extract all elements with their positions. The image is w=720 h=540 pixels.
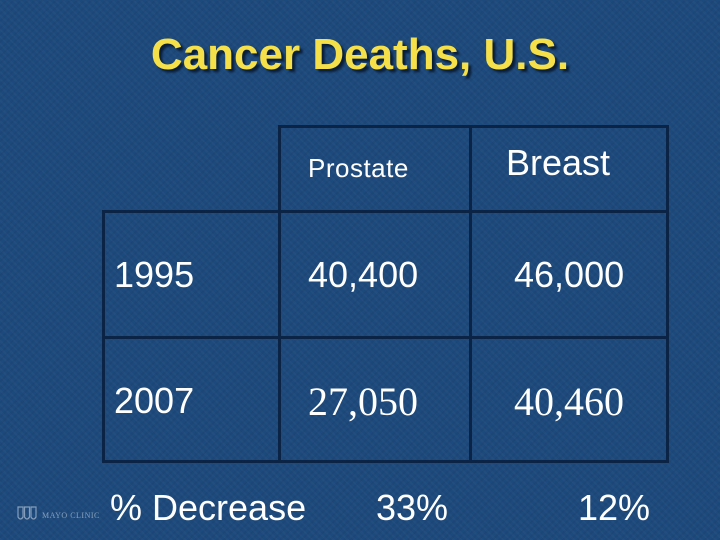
grid-line: [469, 125, 472, 462]
grid-line: [666, 125, 669, 462]
grid-line: [102, 210, 669, 213]
cell-1995-breast: 46,000: [514, 254, 625, 295]
footer-label: % Decrease: [110, 487, 307, 528]
grid-line: [278, 125, 668, 128]
slide-title: Cancer Deaths, U.S.: [150, 30, 570, 79]
header-breast: Breast: [506, 142, 611, 183]
header-prostate: Prostate: [308, 153, 409, 183]
footer-breast: 12%: [578, 487, 651, 528]
grid-line: [102, 460, 669, 463]
mayo-clinic-logo: MAYO CLINIC: [16, 505, 100, 525]
mayo-shield-icon: [17, 506, 37, 520]
logo-text: MAYO CLINIC: [42, 510, 100, 520]
cell-2007-prostate: 27,050: [308, 379, 418, 424]
row-label-2007: 2007: [114, 380, 195, 421]
cell-1995-prostate: 40,400: [308, 254, 419, 295]
row-label-1995: 1995: [114, 254, 195, 295]
grid-line: [278, 125, 281, 462]
grid-line: [102, 336, 669, 339]
cell-2007-breast: 40,460: [514, 379, 624, 424]
footer-prostate: 33%: [376, 487, 449, 528]
